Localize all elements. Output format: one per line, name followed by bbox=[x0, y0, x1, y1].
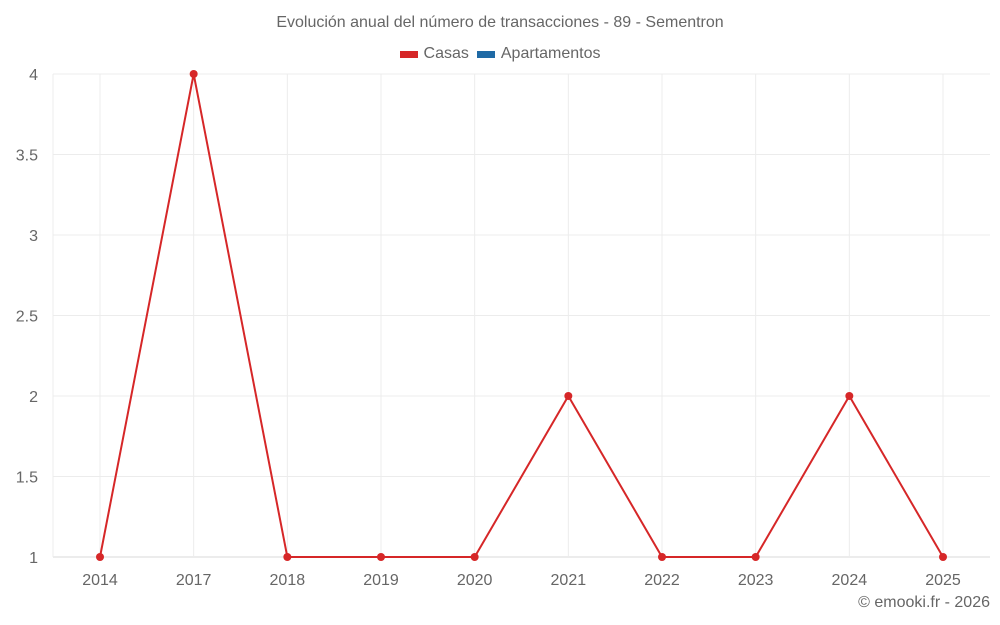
y-tick-label: 1 bbox=[29, 550, 38, 567]
y-tick-label: 3 bbox=[29, 228, 38, 245]
copyright-credit: © emooki.fr - 2026 bbox=[858, 594, 990, 611]
y-tick-label: 2 bbox=[29, 389, 38, 406]
data-point bbox=[939, 553, 947, 561]
y-tick-label: 2.5 bbox=[16, 309, 38, 326]
data-point bbox=[845, 392, 854, 400]
legend-label-casas: Casas bbox=[423, 45, 469, 62]
data-point bbox=[658, 553, 666, 561]
data-point bbox=[283, 553, 292, 561]
apartamentos-swatch-icon bbox=[476, 50, 495, 58]
x-tick-label: 2025 bbox=[925, 572, 961, 589]
data-point bbox=[470, 553, 479, 561]
legend-item-casas[interactable]: Casas bbox=[399, 45, 469, 63]
y-tick-label: 4 bbox=[29, 67, 38, 84]
series-line-casas bbox=[99, 73, 944, 558]
data-point bbox=[751, 553, 760, 561]
x-tick-label: 2022 bbox=[644, 572, 680, 589]
x-tick-label: 2023 bbox=[738, 572, 774, 589]
chart-title: Evolución anual del número de transaccio… bbox=[276, 14, 724, 31]
casas-swatch-icon bbox=[399, 50, 418, 58]
y-tick-label: 1.5 bbox=[16, 470, 38, 487]
x-tick-label: 2020 bbox=[457, 572, 493, 589]
data-point bbox=[377, 553, 385, 561]
x-tick-label: 2014 bbox=[82, 572, 118, 589]
legend-label-apartamentos: Apartamentos bbox=[500, 45, 601, 62]
data-point bbox=[96, 553, 104, 561]
x-tick-label: 2021 bbox=[551, 572, 587, 589]
y-tick-label: 3.5 bbox=[16, 148, 38, 165]
x-tick-label: 2019 bbox=[363, 572, 399, 589]
legend-item-apartamentos[interactable]: Apartamentos bbox=[476, 45, 601, 63]
data-point bbox=[189, 70, 198, 78]
data-point bbox=[564, 392, 573, 400]
legend: Casas Apartamentos bbox=[0, 45, 1000, 63]
x-tick-label: 2024 bbox=[832, 572, 868, 589]
x-tick-label: 2017 bbox=[176, 572, 212, 589]
x-tick-label: 2018 bbox=[270, 572, 306, 589]
